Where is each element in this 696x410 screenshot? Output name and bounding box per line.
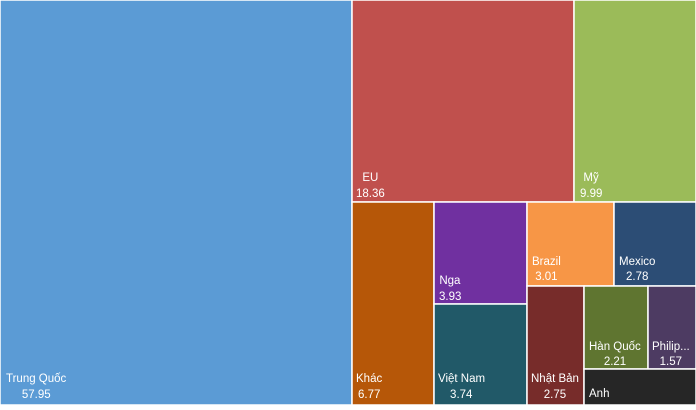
treemap-tile: Mexico 2.78 [613, 201, 696, 287]
treemap-label: Hàn Quốc [589, 341, 641, 353]
treemap-rect [351, 201, 435, 406]
treemap-rect [613, 201, 696, 287]
treemap-value: 2.78 [626, 271, 648, 283]
treemap-label: Nga [439, 275, 461, 287]
treemap-value: 18.36 [356, 188, 385, 200]
treemap-value: 9.99 [580, 188, 602, 200]
treemap-value: 2.21 [604, 356, 626, 368]
treemap-value: 57.95 [22, 389, 51, 401]
treemap-label: Nhật Bản [531, 373, 579, 385]
treemap-value: 2.75 [544, 389, 566, 401]
treemap-tile: Nga 3.93 [433, 201, 528, 305]
treemap-label: Mỹ [583, 172, 599, 184]
treemap-tile: Anh [583, 368, 696, 406]
treemap-label: EU [362, 172, 378, 184]
treemap-value: 3.01 [535, 271, 557, 283]
treemap-tile: Mỹ 9.99 [573, 0, 696, 203]
treemap-label: Mexico [619, 256, 655, 268]
treemap-rect [526, 201, 615, 287]
treemap-rect [433, 201, 528, 305]
treemap-value: 6.77 [358, 389, 380, 401]
treemap-tile: Việt Nam 3.74 [433, 303, 528, 406]
treemap-tile: Nhật Bản 2.75 [526, 285, 585, 406]
treemap-label: Việt Nam [438, 373, 485, 385]
treemap-rect [433, 303, 528, 406]
treemap-tile: Philip... 1.57 [647, 285, 696, 370]
treemap-rect [0, 0, 353, 406]
treemap-value: 3.93 [439, 291, 461, 303]
treemap-rect [526, 285, 585, 406]
treemap-rect [583, 285, 649, 370]
treemap-tile: Trung Quốc 57.95 [0, 0, 353, 406]
treemap-rect [583, 368, 696, 406]
treemap-label: Khác [356, 373, 382, 385]
treemap-tile: Khác 6.77 [351, 201, 435, 406]
treemap-label: Brazil [532, 256, 561, 268]
treemap-value: 1.57 [660, 356, 682, 368]
treemap-rect [351, 0, 575, 203]
treemap-tile: EU 18.36 [351, 0, 575, 203]
treemap-label: Trung Quốc [6, 373, 67, 385]
treemap-label: Philip... [652, 341, 690, 353]
treemap-tile: Brazil 3.01 [526, 201, 615, 287]
treemap-label: Anh [589, 388, 609, 400]
treemap-value: 3.74 [450, 389, 473, 401]
treemap-tile: Hàn Quốc 2.21 [583, 285, 649, 370]
treemap-rect [573, 0, 696, 203]
